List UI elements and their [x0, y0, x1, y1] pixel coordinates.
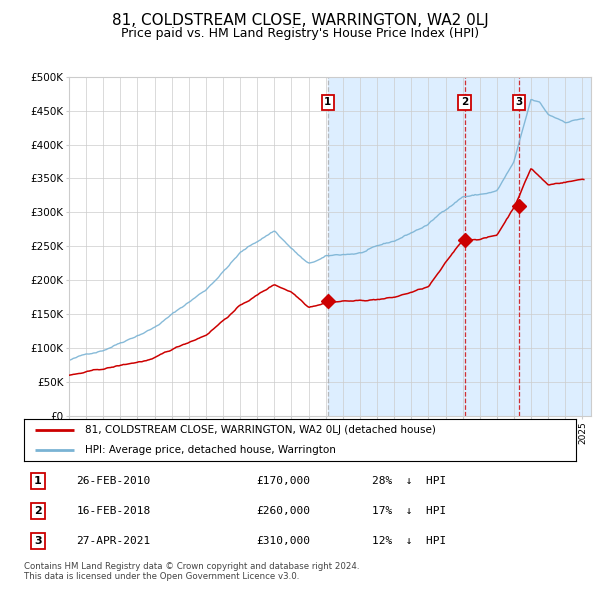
- Text: 3: 3: [34, 536, 41, 546]
- Text: Contains HM Land Registry data © Crown copyright and database right 2024.: Contains HM Land Registry data © Crown c…: [24, 562, 359, 571]
- Text: 17%  ↓  HPI: 17% ↓ HPI: [372, 506, 446, 516]
- Text: HPI: Average price, detached house, Warrington: HPI: Average price, detached house, Warr…: [85, 445, 335, 455]
- Text: 26-FEB-2010: 26-FEB-2010: [76, 476, 151, 486]
- Text: This data is licensed under the Open Government Licence v3.0.: This data is licensed under the Open Gov…: [24, 572, 299, 581]
- Text: 12%  ↓  HPI: 12% ↓ HPI: [372, 536, 446, 546]
- Text: 2: 2: [461, 97, 469, 107]
- Text: Price paid vs. HM Land Registry's House Price Index (HPI): Price paid vs. HM Land Registry's House …: [121, 27, 479, 40]
- Text: 1: 1: [324, 97, 331, 107]
- Text: 2: 2: [34, 506, 41, 516]
- Text: 27-APR-2021: 27-APR-2021: [76, 536, 151, 546]
- Text: £310,000: £310,000: [256, 536, 310, 546]
- Text: £260,000: £260,000: [256, 506, 310, 516]
- Text: £170,000: £170,000: [256, 476, 310, 486]
- Text: 28%  ↓  HPI: 28% ↓ HPI: [372, 476, 446, 486]
- Text: 81, COLDSTREAM CLOSE, WARRINGTON, WA2 0LJ: 81, COLDSTREAM CLOSE, WARRINGTON, WA2 0L…: [112, 13, 488, 28]
- Text: 81, COLDSTREAM CLOSE, WARRINGTON, WA2 0LJ (detached house): 81, COLDSTREAM CLOSE, WARRINGTON, WA2 0L…: [85, 425, 436, 435]
- Bar: [328, 77, 591, 416]
- Text: 3: 3: [515, 97, 523, 107]
- Text: 16-FEB-2018: 16-FEB-2018: [76, 506, 151, 516]
- Text: 1: 1: [34, 476, 41, 486]
